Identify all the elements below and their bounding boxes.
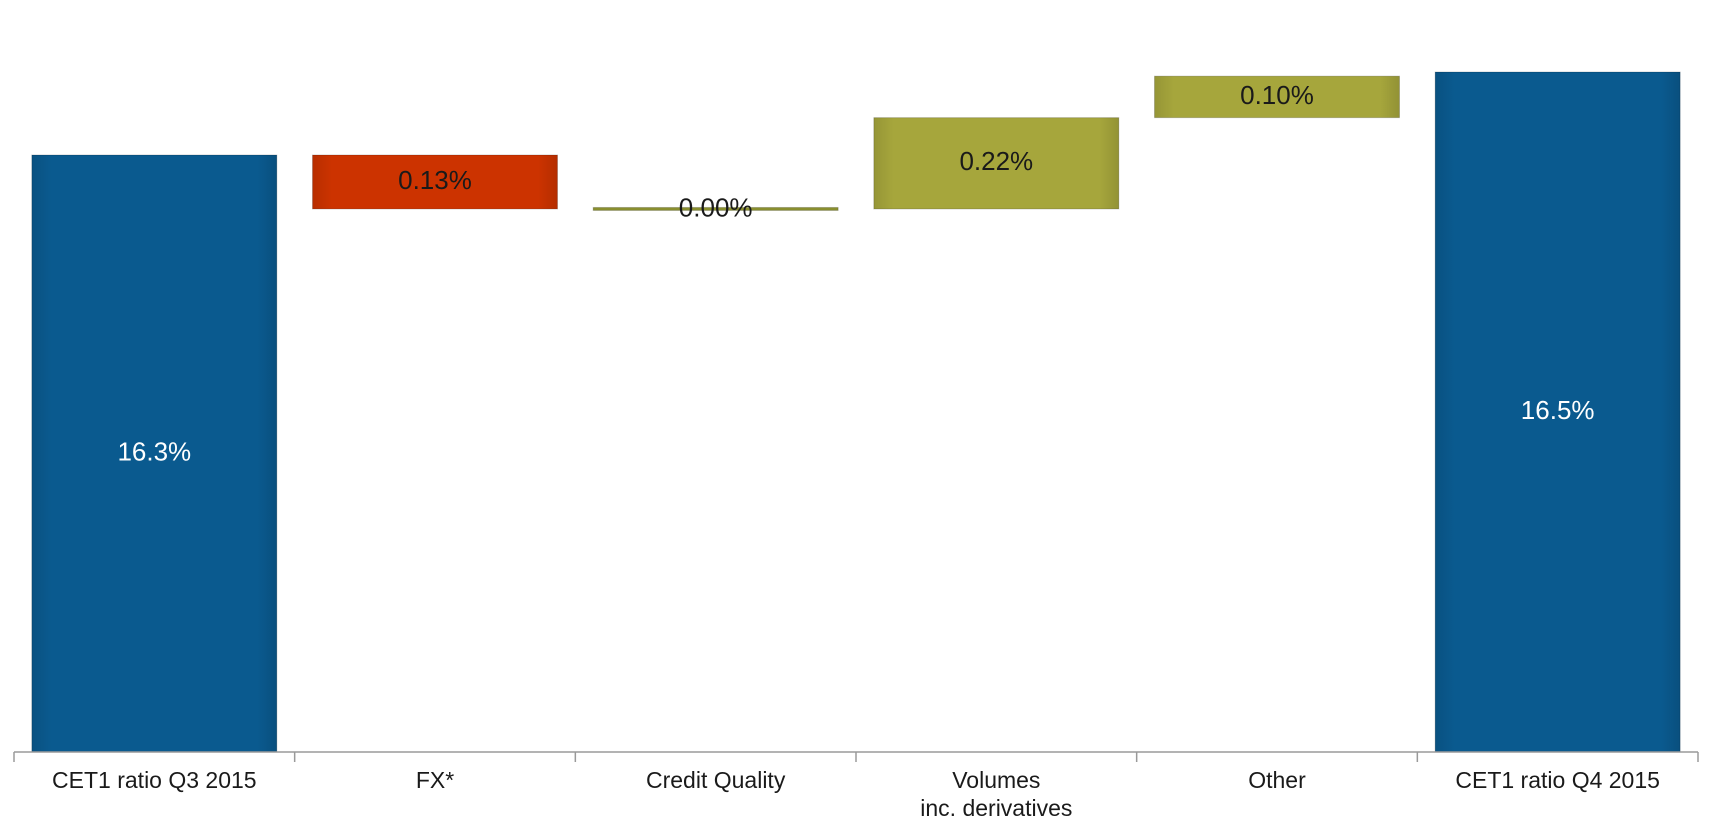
bar-label-6: 16.5% [1521, 395, 1595, 425]
x-tick-label-5: Other [1248, 767, 1306, 793]
x-tick-label-1: CET1 ratio Q3 2015 [52, 767, 257, 793]
bars-group [31, 71, 1681, 753]
bar-label-1: 16.3% [117, 436, 191, 466]
x-tick-labels-group: CET1 ratio Q3 2015 FX* Credit Quality Volum… [52, 767, 1660, 821]
x-tick-label-4: Volumes inc. derivatives [920, 767, 1072, 821]
bar-label-3: 0.00% [679, 192, 753, 222]
bar-label-4: 0.22% [959, 146, 1033, 176]
bar-labels-group: 16.3% 0.13% 0.00% 0.22% 0.10% 16.5% [117, 80, 1594, 467]
x-ticks-group [13, 752, 1699, 762]
x-tick-label-3: Credit Quality [646, 767, 786, 793]
bar-3 [592, 206, 839, 211]
x-tick-label-2: FX* [416, 767, 454, 793]
bar-shade-5 [1154, 76, 1400, 118]
bar-shade-4 [873, 117, 1119, 209]
bar-label-5: 0.10% [1240, 80, 1314, 110]
bar-shade-6 [1435, 72, 1681, 752]
bar-label-2: 0.13% [398, 165, 472, 195]
bar-shade-1 [31, 155, 277, 752]
x-tick-label-6: CET1 ratio Q4 2015 [1455, 767, 1660, 793]
bar-shade-2 [312, 155, 558, 209]
